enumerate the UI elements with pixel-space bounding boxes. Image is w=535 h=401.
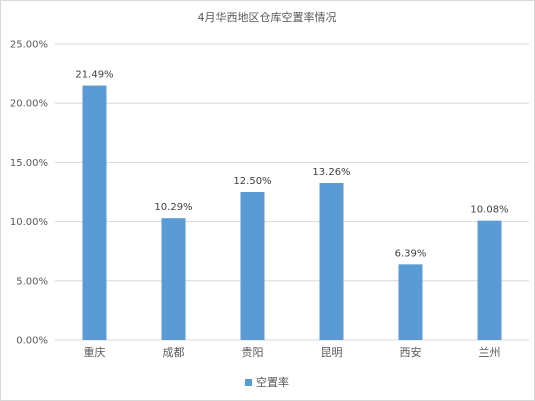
category-label: 重庆 (84, 345, 106, 359)
bar (240, 192, 265, 340)
data-label: 10.29% (154, 202, 192, 213)
category-label: 贵阳 (242, 346, 264, 359)
y-tick-label: 10.00% (10, 217, 48, 228)
gridlines (55, 43, 529, 341)
category-label: 西安 (400, 345, 422, 359)
legend-label: 空置率 (256, 375, 289, 389)
bar (398, 264, 423, 340)
legend-swatch (245, 379, 252, 386)
data-labels: 21.49% 10.29% 12.50% 13.26% 6.39% 10.08% (75, 70, 508, 260)
data-label: 12.50% (233, 176, 271, 187)
category-label: 兰州 (479, 346, 501, 359)
y-tick-label: 5.00% (16, 276, 48, 287)
y-tick-label: 25.00% (10, 40, 48, 51)
category-label: 昆明 (321, 346, 343, 359)
data-label: 13.26% (312, 167, 350, 178)
y-tick-label: 20.00% (10, 99, 48, 110)
y-tick-label: 0.00% (16, 336, 48, 347)
bar (161, 218, 186, 340)
data-label: 10.08% (470, 205, 508, 216)
legend: 空置率 (245, 375, 289, 389)
chart-title: 4月华西地区仓库空置率情况 (198, 10, 337, 24)
bar (477, 220, 502, 340)
y-tick-label: 15.00% (10, 158, 48, 169)
x-axis-categories: 重庆 成都 贵阳 昆明 西安 兰州 (84, 345, 501, 359)
bars (82, 85, 502, 340)
category-label: 成都 (163, 346, 185, 359)
data-label: 21.49% (75, 70, 113, 81)
bar (319, 183, 344, 340)
bar (82, 85, 107, 340)
y-axis-ticks: 0.00% 5.00% 10.00% 15.00% 20.00% 25.00% (10, 40, 48, 347)
data-label: 6.39% (395, 248, 427, 259)
